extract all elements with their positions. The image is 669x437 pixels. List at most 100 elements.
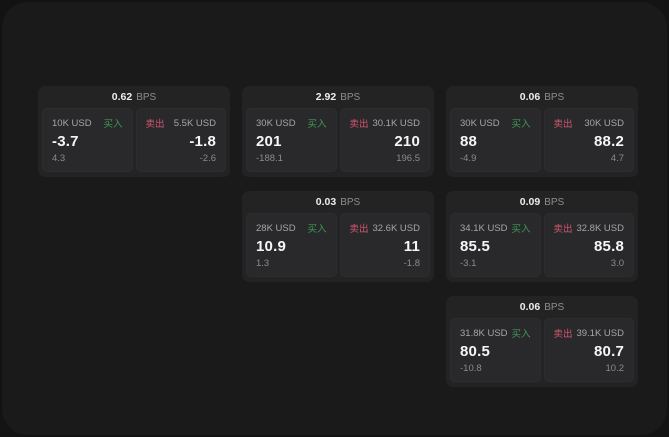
buy-size: 31.8K USD [460, 327, 508, 339]
spread-value: 2.92 [315, 91, 337, 103]
bps-unit-label: BPS [544, 91, 565, 103]
sell-panel[interactable]: 卖出 30K USD 88.2 4.7 [543, 108, 634, 172]
card-body: 30K USD 买入 201 -188.1 卖出 30.1K USD 210 1… [242, 108, 434, 177]
buy-panel[interactable]: 30K USD 买入 201 -188.1 [246, 108, 337, 172]
buy-side-label: 买入 [511, 224, 531, 235]
sell-panel-header: 卖出 32.6K USD [349, 221, 421, 236]
sell-size: 39.1K USD [576, 327, 624, 339]
buy-side-label: 买入 [511, 329, 531, 340]
quote-card: 0.06 BPS 31.8K USD 买入 80.5 -10.8 卖出 39.1… [446, 296, 638, 387]
sell-panel[interactable]: 卖出 30.1K USD 210 196.5 [339, 108, 430, 172]
sell-panel[interactable]: 卖出 32.8K USD 85.8 3.0 [543, 213, 634, 277]
buy-price: 80.5 [460, 343, 490, 360]
buy-delta: -3.1 [460, 258, 477, 269]
buy-delta: 1.3 [256, 258, 270, 269]
quote-card: 0.03 BPS 28K USD 买入 10.9 1.3 卖出 32.6K US… [242, 191, 434, 282]
sell-panel-header: 卖出 32.8K USD [553, 221, 625, 236]
buy-delta: 4.3 [52, 153, 66, 164]
buy-side-label: 买入 [307, 119, 327, 130]
sell-price: 11 [403, 238, 420, 255]
sell-side-label: 卖出 [553, 119, 573, 130]
bps-unit-label: BPS [340, 196, 361, 208]
sell-panel-header: 卖出 30K USD [553, 116, 625, 131]
bps-unit-label: BPS [136, 91, 157, 103]
buy-panel-header: 34.1K USD 买入 [460, 221, 531, 236]
card-body: 31.8K USD 买入 80.5 -10.8 卖出 39.1K USD 80.… [446, 318, 638, 387]
card-header: 0.06 BPS [446, 296, 638, 318]
buy-delta: -4.9 [460, 153, 477, 164]
bps-unit-label: BPS [544, 196, 565, 208]
buy-price: 201 [256, 133, 282, 150]
buy-side-label: 买入 [511, 119, 531, 130]
buy-panel[interactable]: 34.1K USD 买入 85.5 -3.1 [450, 213, 541, 277]
sell-size: 32.8K USD [576, 222, 624, 234]
buy-panel[interactable]: 28K USD 买入 10.9 1.3 [246, 213, 337, 277]
buy-price: 10.9 [256, 238, 286, 255]
sell-panel-header: 卖出 30.1K USD [349, 116, 421, 131]
buy-panel-header: 30K USD 买入 [256, 116, 327, 131]
sell-side-label: 卖出 [145, 119, 165, 130]
sell-delta: -2.6 [199, 153, 216, 164]
buy-size: 28K USD [256, 222, 296, 234]
card-header: 0.03 BPS [242, 191, 434, 213]
card-header: 2.92 BPS [242, 86, 434, 108]
quote-grid: 0.62 BPS 10K USD 买入 -3.7 4.3 卖出 5.5K USD… [38, 86, 638, 387]
quote-card: 0.62 BPS 10K USD 买入 -3.7 4.3 卖出 5.5K USD… [38, 86, 230, 177]
card-body: 34.1K USD 买入 85.5 -3.1 卖出 32.8K USD 85.8… [446, 213, 638, 282]
spread-value: 0.06 [519, 91, 541, 103]
sell-side-label: 卖出 [349, 224, 369, 235]
buy-side-label: 买入 [103, 119, 123, 130]
sell-delta: -1.8 [403, 258, 420, 269]
sell-size: 32.6K USD [372, 222, 420, 234]
card-body: 10K USD 买入 -3.7 4.3 卖出 5.5K USD -1.8 -2.… [38, 108, 230, 177]
buy-delta: -188.1 [256, 153, 283, 164]
card-header: 0.09 BPS [446, 191, 638, 213]
card-header: 0.62 BPS [38, 86, 230, 108]
sell-side-label: 卖出 [553, 329, 573, 340]
spread-value: 0.06 [519, 301, 541, 313]
sell-side-label: 卖出 [349, 119, 369, 130]
card-header: 0.06 BPS [446, 86, 638, 108]
sell-panel[interactable]: 卖出 5.5K USD -1.8 -2.6 [135, 108, 226, 172]
buy-panel-header: 10K USD 买入 [52, 116, 123, 131]
sell-size: 30K USD [584, 117, 624, 129]
sell-side-label: 卖出 [553, 224, 573, 235]
card-body: 30K USD 买入 88 -4.9 卖出 30K USD 88.2 4.7 [446, 108, 638, 177]
buy-delta: -10.8 [460, 363, 482, 374]
buy-side-label: 买入 [307, 224, 327, 235]
spread-value: 0.03 [315, 196, 337, 208]
sell-delta: 4.7 [610, 153, 624, 164]
sell-price: 210 [394, 133, 420, 150]
sell-price: 88.2 [594, 133, 624, 150]
buy-panel-header: 28K USD 买入 [256, 221, 327, 236]
buy-size: 30K USD [256, 117, 296, 129]
sell-size: 5.5K USD [173, 117, 216, 129]
sell-price: -1.8 [189, 133, 216, 150]
sell-panel-header: 卖出 39.1K USD [553, 326, 625, 341]
buy-size: 10K USD [52, 117, 92, 129]
bps-unit-label: BPS [340, 91, 361, 103]
spread-value: 0.62 [111, 91, 133, 103]
buy-panel-header: 30K USD 买入 [460, 116, 531, 131]
buy-panel-header: 31.8K USD 买入 [460, 326, 531, 341]
buy-price: -3.7 [52, 133, 79, 150]
buy-price: 88 [460, 133, 478, 150]
buy-price: 85.5 [460, 238, 490, 255]
sell-panel[interactable]: 卖出 32.6K USD 11 -1.8 [339, 213, 430, 277]
quote-card: 0.09 BPS 34.1K USD 买入 85.5 -3.1 卖出 32.8K… [446, 191, 638, 282]
buy-panel[interactable]: 31.8K USD 买入 80.5 -10.8 [450, 318, 541, 382]
sell-delta: 196.5 [396, 153, 420, 164]
spread-value: 0.09 [519, 196, 541, 208]
sell-delta: 10.2 [605, 363, 625, 374]
sell-panel[interactable]: 卖出 39.1K USD 80.7 10.2 [543, 318, 634, 382]
buy-size: 30K USD [460, 117, 500, 129]
sell-size: 30.1K USD [372, 117, 420, 129]
buy-panel[interactable]: 30K USD 买入 88 -4.9 [450, 108, 541, 172]
sell-panel-header: 卖出 5.5K USD [145, 116, 217, 131]
bps-unit-label: BPS [544, 301, 565, 313]
buy-panel[interactable]: 10K USD 买入 -3.7 4.3 [42, 108, 133, 172]
buy-size: 34.1K USD [460, 222, 508, 234]
sell-price: 85.8 [594, 238, 624, 255]
quote-card: 2.92 BPS 30K USD 买入 201 -188.1 卖出 30.1K … [242, 86, 434, 177]
